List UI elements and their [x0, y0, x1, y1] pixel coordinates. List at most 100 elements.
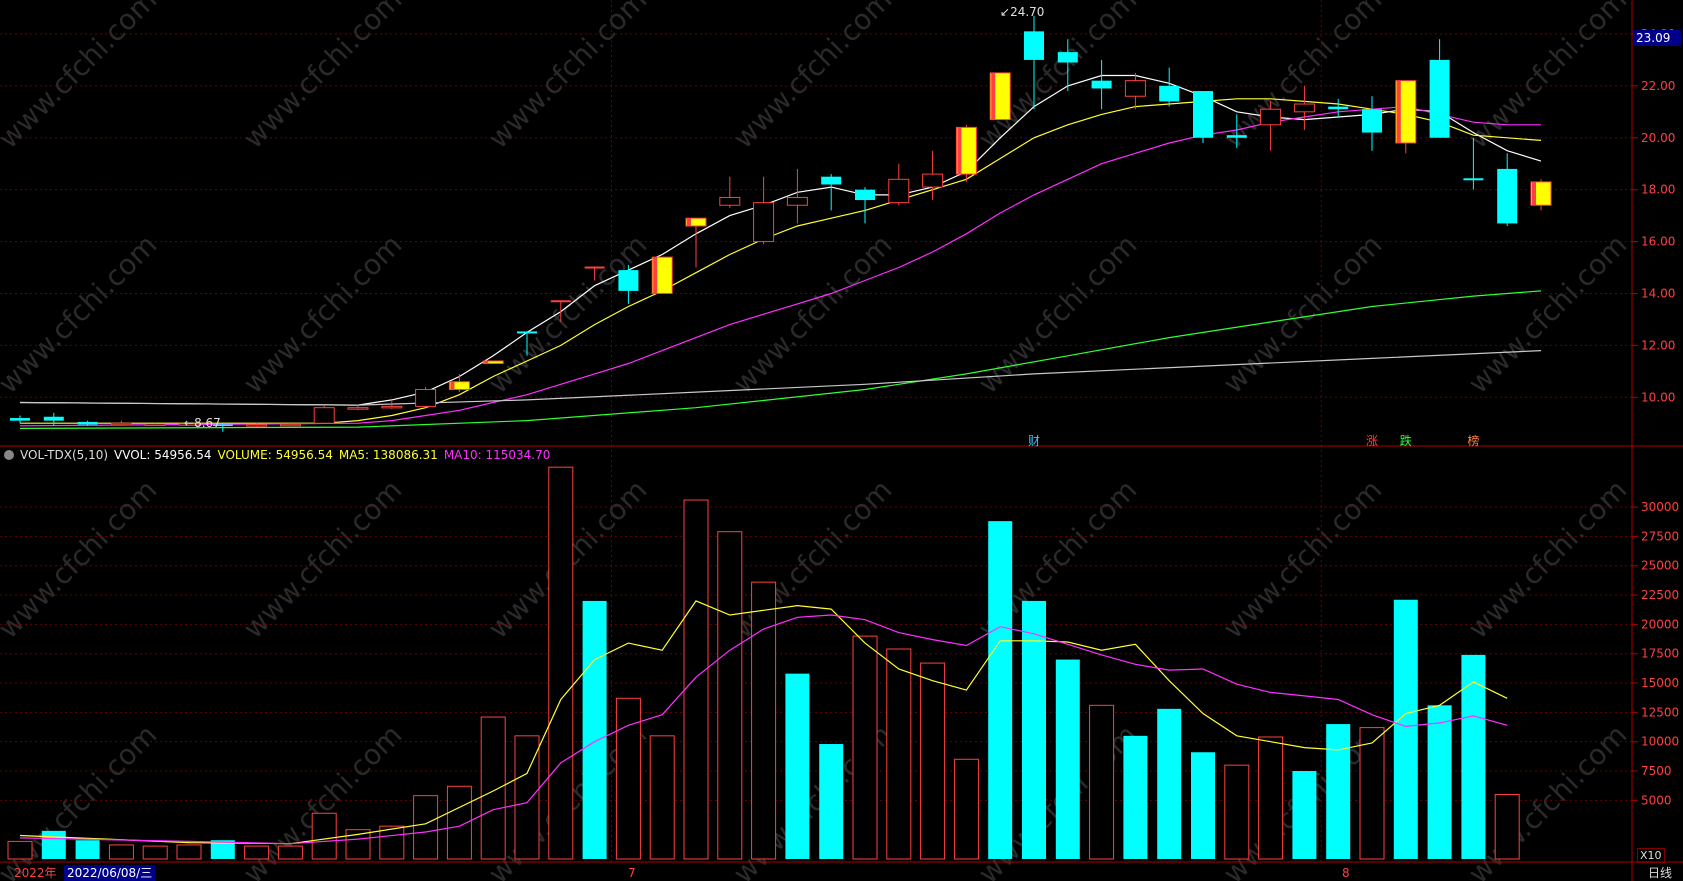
volume-bar — [1393, 599, 1418, 859]
candle — [110, 420, 132, 426]
watermark-text: www.cfchi.com — [482, 228, 654, 400]
volume-tick-label: 17500 — [1641, 647, 1679, 661]
candle — [1159, 67, 1180, 107]
volume-bar — [953, 758, 979, 860]
volume-bar — [75, 840, 100, 859]
candle — [77, 420, 98, 426]
indicator-name[interactable]: VOL-TDX(5,10) — [20, 448, 109, 462]
candle — [1124, 72, 1146, 110]
price-tick-label: 22.00 — [1641, 79, 1675, 93]
volume-bar — [1089, 704, 1115, 860]
candle — [279, 423, 301, 427]
candle-body — [922, 173, 944, 188]
candle — [10, 415, 30, 424]
candle-body — [1497, 168, 1518, 224]
watermark-text: www.cfchi.com — [1217, 228, 1389, 400]
volume-bar — [852, 635, 878, 860]
price-tick-label: 18.00 — [1641, 183, 1675, 197]
event-marker[interactable]: 榜 — [1467, 434, 1480, 448]
volume-bar — [548, 466, 574, 860]
candle-body — [10, 418, 30, 421]
candle — [753, 176, 775, 245]
price-tick-label: 16.00 — [1641, 235, 1675, 249]
cursor-date-box: 2022/06/08/三 — [64, 865, 156, 881]
candle-body — [1193, 91, 1213, 138]
candle — [415, 386, 437, 408]
candle-body — [1159, 85, 1180, 102]
candle-body — [685, 217, 707, 227]
high-arrow-icon: ↙ — [1000, 5, 1011, 19]
candle — [989, 72, 1011, 121]
candle — [381, 399, 403, 409]
candle — [1024, 15, 1044, 110]
volume-tick-label: 20000 — [1641, 617, 1679, 631]
candle — [1362, 96, 1382, 151]
volume-tick-label: 30000 — [1641, 500, 1679, 514]
candle-body — [1024, 31, 1044, 60]
volume-bar — [920, 662, 946, 860]
candle — [1226, 114, 1247, 149]
volume-bar — [244, 845, 270, 860]
candle — [618, 264, 639, 304]
price-tick-label: 10.00 — [1641, 390, 1675, 404]
candle — [1057, 39, 1078, 92]
candle — [1463, 137, 1484, 190]
candle-body — [888, 178, 910, 204]
candle-body-edge — [450, 381, 455, 390]
watermark-text: www.cfchi.com — [237, 473, 409, 645]
candle — [1293, 85, 1315, 130]
event-marker[interactable]: 财 — [1028, 434, 1041, 448]
candle — [1530, 179, 1552, 211]
volume-indicator-header[interactable]: VOL-TDX(5,10) VVOL: 54956.54 VOLUME: 549… — [4, 447, 550, 463]
watermark-text: www.cfchi.com — [237, 228, 409, 400]
volume-bar — [1427, 705, 1452, 859]
period-label[interactable]: 日线 — [1648, 866, 1673, 880]
event-marker[interactable]: 涨 — [1366, 434, 1379, 448]
watermark-text: www.cfchi.com — [0, 473, 163, 645]
volume-tick-label: 12500 — [1641, 705, 1679, 719]
candle-body — [1057, 52, 1078, 63]
candle-body — [381, 405, 403, 409]
watermark-text: www.cfchi.com — [0, 228, 163, 400]
volume-bar — [108, 844, 134, 860]
indicator-menu-icon[interactable] — [4, 450, 14, 460]
event-marker[interactable]: 跌 — [1399, 434, 1412, 448]
watermark-text: www.cfchi.com — [1462, 228, 1634, 400]
volume-bar — [1123, 735, 1148, 859]
volume-multiplier: X10 — [1637, 848, 1665, 863]
month-label-aug: 8 — [1342, 866, 1350, 880]
watermark-text: www.cfchi.com — [1217, 473, 1389, 645]
candle — [1260, 101, 1282, 151]
volume-bar — [785, 673, 810, 859]
candle — [246, 423, 268, 428]
candle-body — [821, 176, 842, 185]
candle — [955, 124, 977, 182]
candle-body — [618, 270, 639, 291]
candle-body — [482, 360, 504, 365]
candle-body — [753, 202, 775, 243]
candle — [821, 174, 842, 211]
candle — [482, 360, 504, 365]
month-label-jul: 7 — [628, 866, 636, 880]
volume-bar — [7, 840, 33, 860]
volume-tick-label: 10000 — [1641, 735, 1679, 749]
volume-bar — [142, 845, 168, 860]
candle-body-edge — [1396, 80, 1401, 143]
volume-bar — [210, 840, 235, 859]
candle — [855, 187, 875, 224]
watermark-text: www.cfchi.com — [1462, 718, 1634, 881]
candle-body — [178, 423, 200, 426]
watermark-text: www.cfchi.com — [482, 0, 654, 155]
volume-bar — [1224, 764, 1250, 860]
candle-body — [719, 196, 741, 206]
date-axis: 2022年 2022/06/08/三 7 8 日线 — [0, 865, 1683, 881]
candlestick-series — [10, 15, 1552, 432]
candle-body — [1328, 106, 1349, 110]
watermark-layer: www.cfchi.com www.cfchi.com www.cfchi.com w… — [0, 0, 1633, 881]
volume-bar — [41, 830, 66, 859]
candle-body — [43, 416, 64, 421]
volume-bar — [1022, 600, 1046, 859]
